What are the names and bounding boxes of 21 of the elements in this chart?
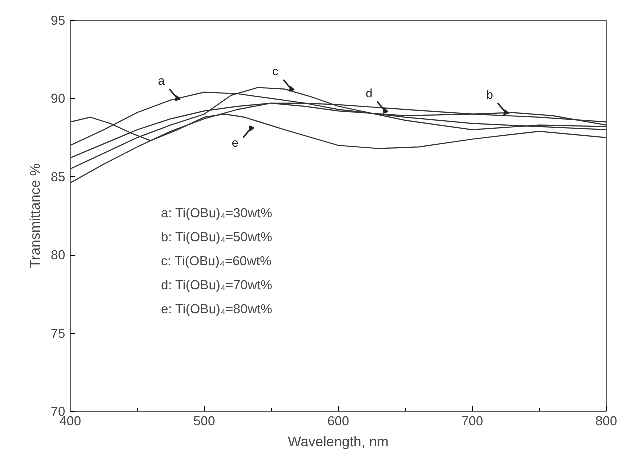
y-tick-label: 80 — [51, 248, 66, 263]
annotation: d: Ti(OBu)₄=70wt% — [161, 278, 273, 292]
y-tick-label: 90 — [51, 91, 66, 106]
annotation: b — [486, 88, 494, 102]
annotation: c: Ti(OBu)₄=60wt% — [161, 254, 272, 268]
y-axis-title: Transmittance % — [27, 164, 44, 268]
annotation: a — [158, 74, 166, 88]
x-tick-label: 600 — [328, 414, 350, 428]
y-tick-label: 85 — [51, 169, 66, 184]
y-tick-label: 95 — [51, 13, 66, 28]
annotation: e — [232, 136, 239, 150]
annotation: b: Ti(OBu)₄=50wt% — [161, 230, 273, 244]
y-tick-label: 75 — [51, 326, 66, 341]
annotation: a: Ti(OBu)₄=30wt% — [161, 206, 273, 220]
x-tick-label: 700 — [462, 414, 484, 428]
annotation: c — [272, 64, 279, 78]
annotation: d — [366, 86, 373, 100]
x-axis-title: Wavelength, nm — [288, 434, 389, 450]
x-tick-label: 800 — [596, 414, 618, 428]
annotation: e: Ti(OBu)₄=80wt% — [161, 302, 273, 316]
x-tick-label: 500 — [194, 414, 216, 428]
